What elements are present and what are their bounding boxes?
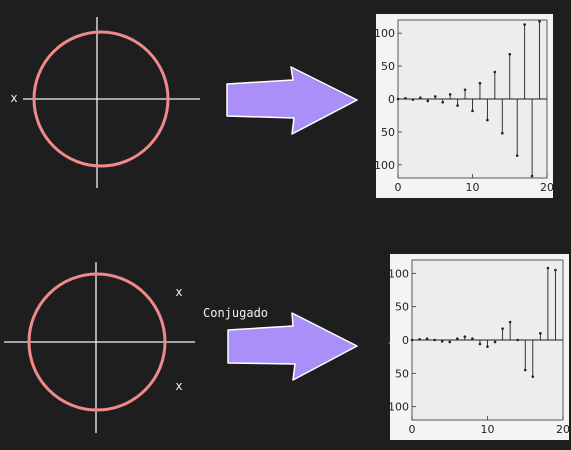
unit-circle [32, 30, 170, 168]
y-tick-label: 100 [374, 159, 395, 172]
stem-marker [478, 342, 482, 346]
stem-marker [530, 174, 534, 178]
y-tick-label: 50 [395, 367, 409, 380]
x-tick-label: 0 [409, 423, 416, 436]
stem-marker [493, 70, 497, 74]
stem-marker [539, 332, 542, 335]
pole-zero-plot-bottom: x x [4, 262, 195, 433]
x-tick-label: 10 [481, 423, 495, 436]
stem-marker [396, 97, 400, 101]
stem-marker [508, 52, 512, 56]
stem-marker [546, 266, 550, 270]
stem-marker [440, 340, 444, 343]
stem-marker [456, 104, 459, 107]
stem-marker [523, 368, 527, 372]
stem-marker [471, 337, 474, 340]
stem-marker [425, 337, 429, 340]
stem-marker [486, 345, 489, 348]
stem-marker [448, 93, 452, 96]
x-tick-label: 10 [466, 181, 480, 194]
stem-marker [433, 338, 436, 342]
arrow-caption: Conjugado [203, 306, 268, 320]
stem-marker [493, 340, 497, 344]
y-tick-label: 0 [402, 334, 409, 347]
stem-marker [411, 98, 415, 101]
stem-marker [515, 154, 519, 157]
y-tick-label: 100 [374, 27, 395, 40]
pole-marker-upper: x [175, 285, 182, 299]
y-tick-label: 0 [388, 93, 395, 106]
stem-marker [418, 338, 421, 341]
stem-marker [531, 375, 535, 378]
y-tick-label: 100 [388, 401, 409, 414]
stem-marker [463, 335, 467, 338]
x-tick-label: 20 [556, 423, 570, 436]
stem-marker [426, 99, 430, 103]
stem-marker [471, 109, 474, 113]
pole-marker-lower: x [175, 379, 182, 393]
x-tick-label: 0 [395, 181, 402, 194]
pole-zero-plot-top: x [10, 17, 200, 188]
stem-marker [554, 268, 557, 272]
stem-marker [456, 337, 459, 340]
stem-marker [508, 320, 512, 324]
y-tick-label: 50 [381, 60, 395, 73]
stem-marker [404, 97, 407, 100]
stem-marker [441, 100, 445, 104]
stem-marker [501, 131, 504, 135]
stem-marker [501, 327, 504, 330]
unit-circle [27, 272, 167, 412]
stem-marker [486, 118, 489, 122]
arrow-icon [227, 312, 358, 381]
y-tick-label: 100 [388, 267, 409, 280]
stem-marker [523, 23, 526, 26]
y-tick-label: 50 [381, 126, 395, 139]
stem-marker [433, 95, 437, 98]
stem-marker [516, 338, 519, 342]
stem-marker [410, 338, 414, 342]
y-tick-label: 50 [395, 301, 409, 314]
stem-marker [538, 20, 541, 23]
pole-marker: x [10, 91, 17, 105]
arrow-icon [226, 66, 358, 135]
stem-marker [448, 340, 452, 344]
stem-marker [463, 88, 467, 92]
stem-marker [419, 96, 422, 99]
x-tick-label: 20 [540, 181, 554, 194]
stem-marker [478, 81, 482, 85]
